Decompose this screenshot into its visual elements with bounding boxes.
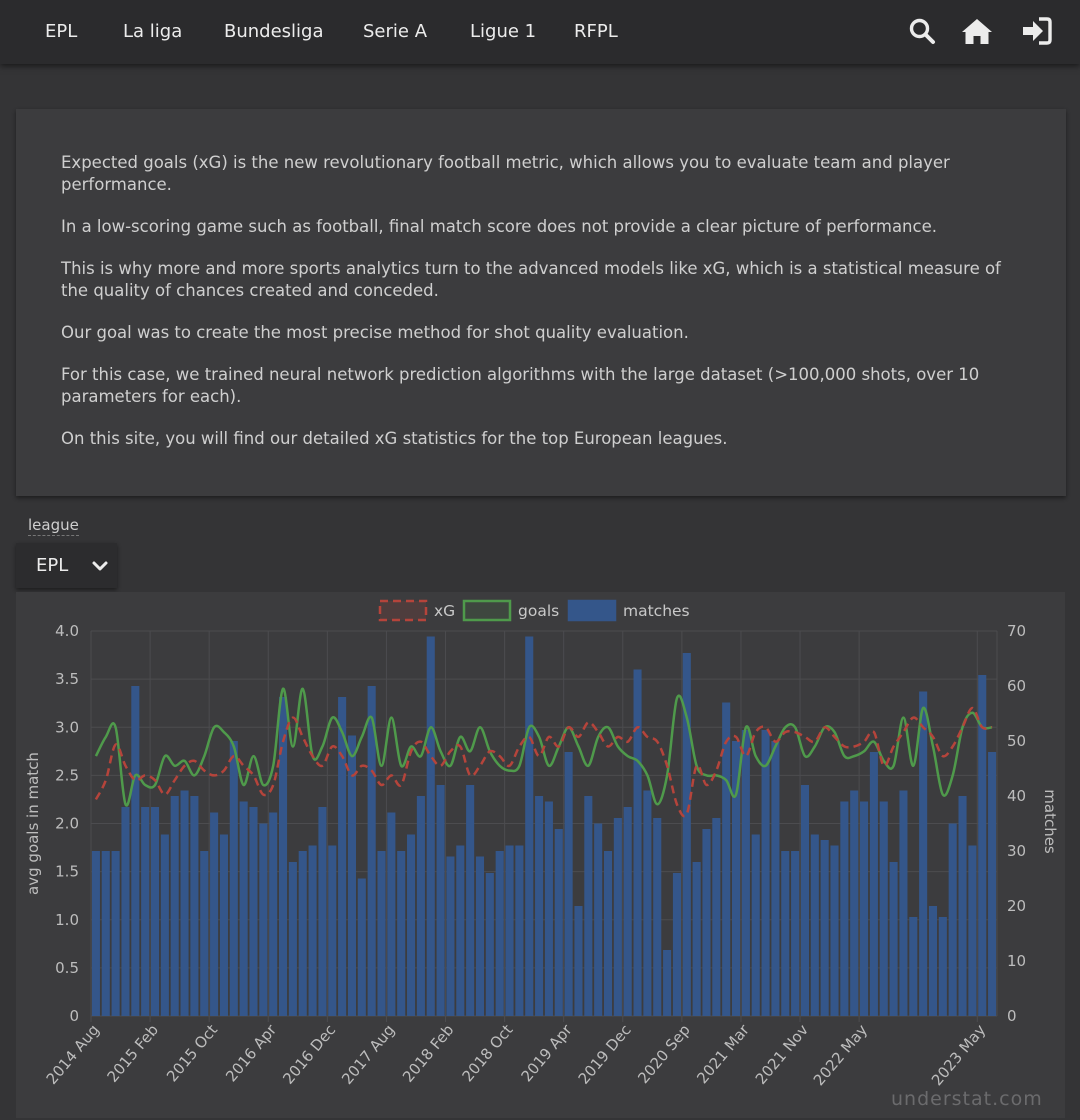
intro-paragraph: This is why more and more sports analyti… <box>61 259 1001 300</box>
intro-paragraph: Our goal was to create the most precise … <box>61 323 689 342</box>
nav-ligue-1[interactable]: Ligue 1 <box>470 21 537 42</box>
league-select[interactable]: EPL <box>16 543 117 588</box>
home-icon[interactable] <box>961 16 993 46</box>
top-navbar: EPL La liga Bundesliga Serie A Ligue 1 R… <box>0 0 1080 64</box>
sign-in-icon[interactable] <box>1022 16 1052 46</box>
chevron-down-icon <box>92 561 108 571</box>
nav-la-liga[interactable]: La liga <box>123 21 183 42</box>
intro-paragraph: In a low-scoring game such as football, … <box>61 217 937 236</box>
search-icon[interactable] <box>907 16 937 46</box>
league-select-value: EPL <box>36 555 69 576</box>
intro-paragraph: On this site, you will find our detailed… <box>61 429 728 448</box>
league-select-label: league <box>28 516 79 536</box>
intro-paragraph: Expected goals (xG) is the new revolutio… <box>61 153 950 194</box>
watermark: understat.com <box>891 1088 1043 1110</box>
nav-bundesliga[interactable]: Bundesliga <box>224 21 324 42</box>
intro-paragraph: For this case, we trained neural network… <box>61 365 980 406</box>
intro-panel: Expected goals (xG) is the new revolutio… <box>16 109 1066 496</box>
nav-serie-a[interactable]: Serie A <box>363 21 428 42</box>
nav-rfpl[interactable]: RFPL <box>574 21 618 42</box>
nav-epl[interactable]: EPL <box>45 21 78 42</box>
chart-panel <box>16 592 1065 1118</box>
